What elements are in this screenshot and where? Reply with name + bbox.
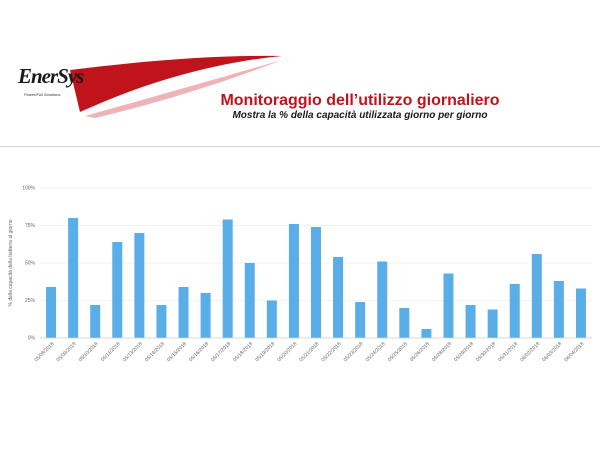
x-tick-label: 05/16/2018 [188, 341, 210, 363]
bar [531, 254, 542, 338]
x-tick-label: 05/17/2018 [210, 341, 232, 363]
x-tick-label: 05/20/2018 [276, 341, 298, 363]
bar [46, 287, 57, 338]
logo-wordmark: EnerSys [18, 64, 84, 88]
y-tick-label: 50% [25, 261, 36, 267]
brand-swoosh [70, 55, 282, 118]
y-tick-label: 75% [25, 223, 36, 229]
x-tick-label: 05/23/2018 [343, 341, 365, 363]
x-tick-label: 05/13/2018 [122, 341, 144, 363]
bar [333, 257, 344, 338]
x-tick-label: 05/09/2018 [56, 341, 78, 363]
bar-chart: 0% 25% 50% 75% 100% % della capacità della ba… [8, 186, 592, 363]
bar [134, 233, 145, 338]
x-tick-label: 05/21/2018 [298, 341, 320, 363]
y-axis-label: % della capacità della batteria al giorn… [8, 219, 14, 306]
bar [465, 305, 476, 338]
bar [553, 281, 564, 338]
enersys-logo: EnerSys Power/Full Solutions [18, 64, 88, 114]
x-tick-label: 05/30/2018 [475, 341, 497, 363]
bar [178, 287, 189, 338]
x-tick-label: 05/29/2018 [453, 341, 475, 363]
y-tick-label: 100% [22, 186, 35, 192]
x-tick-label: 05/08/2018 [34, 341, 56, 363]
x-tick-label: 05/31/2018 [497, 341, 519, 363]
header-divider [0, 146, 600, 147]
bar [112, 242, 123, 338]
x-tick-label: 06/03/2018 [541, 341, 563, 363]
x-tick-label: 05/22/2018 [321, 341, 343, 363]
x-tick-label: 06/02/2018 [519, 341, 541, 363]
bar [355, 302, 366, 338]
x-tick-label: 05/10/2018 [78, 341, 100, 363]
x-tick-label: 05/11/2018 [100, 341, 122, 363]
bar [222, 219, 233, 338]
swoosh-upper [70, 55, 282, 112]
x-tick-label: 05/15/2018 [166, 341, 188, 363]
logo-tagline: Power/Full Solutions [24, 92, 61, 97]
bar [487, 309, 498, 338]
x-tick-label: 05/19/2018 [254, 341, 276, 363]
bar [68, 218, 79, 338]
x-tick-label: 05/26/2018 [409, 341, 431, 363]
x-tick-label: 05/28/2018 [431, 341, 453, 363]
page-subtitle: Mostra la % della capacità utilizzata gi… [232, 110, 488, 121]
bar [244, 263, 255, 338]
bar [200, 293, 211, 338]
bar [156, 305, 167, 338]
x-tick-label: 05/14/2018 [144, 341, 166, 363]
header: EnerSys Power/Full Solutions Monitoraggi… [0, 0, 600, 150]
x-tick-label: 05/24/2018 [365, 341, 387, 363]
x-tick-label: 05/18/2018 [232, 341, 254, 363]
bar [288, 224, 299, 338]
swoosh-lower [85, 60, 282, 118]
bar [90, 305, 101, 338]
y-tick-label: 25% [25, 298, 36, 304]
bar [443, 273, 454, 338]
bar [266, 300, 277, 338]
y-tick-label: 0% [28, 336, 36, 342]
page-title: Monitoraggio dell’utilizzo giornaliero [220, 92, 500, 109]
x-tick-label: 06/04/2018 [563, 341, 585, 363]
bar [421, 329, 432, 338]
bar [399, 308, 410, 338]
bar [311, 227, 321, 338]
bar [377, 261, 388, 338]
bar [509, 284, 520, 338]
bar [575, 288, 586, 338]
x-tick-label: 05/25/2018 [387, 341, 409, 363]
